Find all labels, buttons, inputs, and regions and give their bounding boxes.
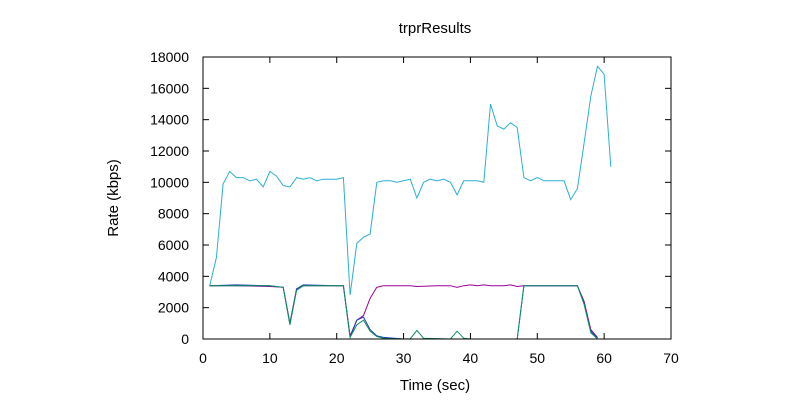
y-tick-label: 18000: [150, 49, 189, 65]
x-axis-label: Time (sec): [400, 377, 470, 394]
y-tick-label: 2000: [158, 300, 189, 316]
x-tick-label: 10: [262, 350, 278, 366]
x-tick-label: 70: [663, 350, 679, 366]
y-tick-label: 8000: [158, 206, 189, 222]
y-tick-label: 14000: [150, 112, 189, 128]
x-tick-label: 30: [396, 350, 412, 366]
series-line-4: [209, 285, 598, 340]
y-tick-label: 0: [181, 331, 189, 347]
x-tick-label: 40: [463, 350, 479, 366]
x-tick-label: 0: [199, 350, 207, 366]
series-line-3: [209, 284, 598, 340]
plot-frame: [202, 56, 672, 340]
y-axis: 0 2000 4000 6000 8000 10000 12000 14000 16000 180…: [150, 49, 671, 347]
y-tick-label: 12000: [150, 143, 189, 159]
x-tick-label: 20: [329, 350, 345, 366]
y-axis-label: Rate (kbps): [105, 159, 122, 237]
y-tick-label: 6000: [158, 237, 189, 253]
x-tick-label: 60: [596, 350, 612, 366]
series-layer: [209, 65, 612, 340]
chart-title: trprResults: [399, 20, 472, 37]
x-tick-label: 50: [529, 350, 545, 366]
y-tick-label: 10000: [150, 174, 189, 190]
y-tick-label: 4000: [158, 268, 189, 284]
series-line-2: [209, 284, 598, 338]
y-tick-label: 16000: [150, 80, 189, 96]
x-axis: 0 10 20 30 40 50 60 70: [199, 57, 679, 366]
series-line-1: [209, 65, 612, 296]
